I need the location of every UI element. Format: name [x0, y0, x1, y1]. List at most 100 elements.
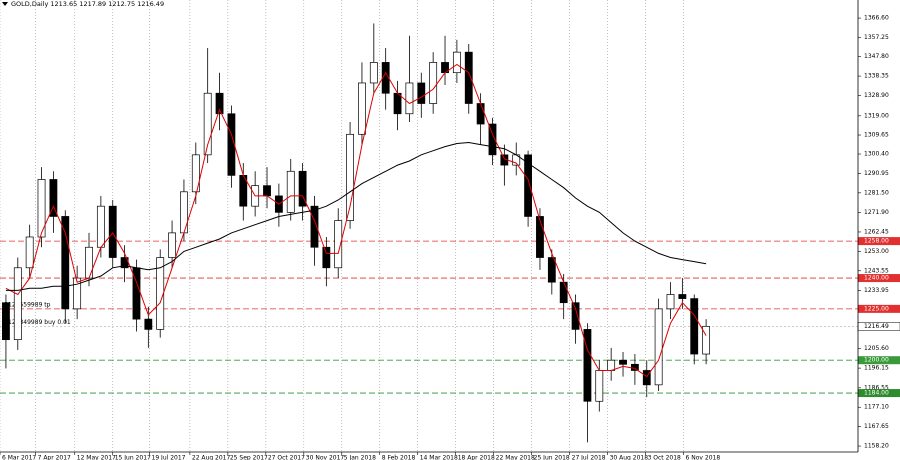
x-tick-label: 6 Nov 2018 — [686, 455, 721, 460]
moving-average — [5, 141, 707, 291]
x-tick-label: 8 Feb 2018 — [382, 455, 416, 460]
x-tick-label: 15 Jun 2017 — [115, 455, 151, 460]
y-tick-label: 1319.00 — [864, 112, 889, 119]
y-tick-label: 1158.20 — [864, 443, 889, 450]
y-tick-label: 1186.55 — [864, 384, 889, 391]
level-tag — [858, 274, 900, 283]
candle-body — [49, 179, 58, 217]
candle-body — [61, 216, 70, 310]
candle-body — [524, 154, 533, 217]
y-tick-label: 1281.50 — [864, 189, 889, 196]
y-tick-label: 1347.80 — [864, 53, 889, 60]
candle-body — [583, 329, 592, 402]
candle-body — [263, 185, 271, 197]
y-tick-label: 1300.40 — [864, 151, 889, 158]
candle-body — [85, 246, 93, 279]
candle-body — [476, 103, 485, 125]
candle-body — [334, 220, 343, 269]
candle-body — [654, 308, 663, 386]
candle-body — [310, 205, 319, 248]
candle-body — [393, 92, 402, 115]
x-tick-label: 18 Apr 2018 — [458, 455, 495, 460]
x-tick-label: 19 Jul 2017 — [152, 455, 186, 460]
chart-title: GOLD,Daily 1213.65 1217.89 1212.75 1216.… — [11, 0, 164, 8]
candle-body — [536, 216, 544, 258]
candle-body — [73, 277, 82, 310]
level-tag — [858, 389, 900, 398]
menu-icon[interactable] — [2, 2, 8, 6]
y-tick-label: 1253.00 — [864, 248, 889, 255]
candle-body — [464, 51, 473, 104]
candle-body — [488, 123, 497, 156]
y-tick-label: 1167.65 — [864, 423, 889, 430]
x-tick-label: 14 Mar 2018 — [420, 455, 458, 460]
y-tick-label: 1196.15 — [864, 365, 889, 372]
candle-body — [322, 246, 331, 269]
order-label: #122349989 buy 0.01 — [3, 319, 71, 326]
candle-body — [37, 179, 46, 238]
y-tick-label: 1233.95 — [864, 287, 889, 294]
candle-body — [2, 302, 10, 341]
candle-body — [702, 325, 711, 355]
level-label: 1258.00 — [864, 238, 889, 245]
x-tick-label: 25 Jun 2018 — [534, 455, 570, 460]
candle-body — [607, 359, 616, 371]
candle-body — [678, 294, 687, 299]
level-label: 1184.00 — [864, 390, 889, 397]
level-label: 1225.00 — [864, 305, 889, 312]
x-tick-label: 5 Jan 2018 — [344, 455, 376, 460]
candle-body — [559, 281, 568, 304]
x-tick-label: 27 Jul 2018 — [572, 455, 606, 460]
candle-body — [642, 370, 651, 386]
candle-body — [595, 370, 604, 402]
candle-body — [666, 294, 675, 310]
candle-body — [191, 154, 200, 193]
candle-body — [405, 82, 414, 115]
x-tick-label: 25 Sep 2017 — [230, 455, 268, 460]
level-label: 1200.00 — [864, 357, 889, 364]
candle-body — [13, 267, 22, 341]
moving-average — [5, 63, 707, 378]
x-tick-label: 12 May 2017 — [77, 455, 116, 460]
x-tick-label: 3 Oct 2018 — [648, 455, 681, 460]
y-tick-label: 1205.60 — [864, 345, 889, 352]
x-tick-label: 27 Oct 2017 — [268, 455, 305, 460]
candle-body — [619, 359, 627, 365]
last-price-label: 1216.49 — [864, 323, 889, 330]
x-tick-label: 30 Aug 2018 — [610, 455, 649, 460]
candle-body — [358, 82, 366, 135]
x-tick-label: 6 Mar 2017 — [2, 455, 36, 460]
candle-body — [571, 302, 580, 330]
level-label: 1240.00 — [864, 275, 889, 282]
y-tick-label: 1328.90 — [864, 92, 889, 99]
level-tag — [858, 237, 900, 246]
y-tick-label: 1290.95 — [864, 170, 889, 177]
candle-body — [452, 51, 461, 74]
candle-body — [108, 205, 117, 258]
candle-body — [180, 191, 188, 234]
candle-body — [690, 298, 699, 355]
y-tick-label: 1357.25 — [864, 34, 889, 41]
candle-body — [417, 82, 426, 104]
x-tick-label: 7 Apr 2017 — [38, 455, 71, 460]
candle-body — [25, 236, 34, 269]
candle-body — [203, 92, 212, 156]
candle-body — [144, 318, 153, 330]
x-tick-label: 22 May 2018 — [496, 455, 535, 460]
candle-body — [215, 92, 224, 115]
y-tick-label: 1177.10 — [864, 404, 889, 411]
candle-body — [429, 62, 438, 104]
level-tag — [858, 304, 900, 313]
y-tick-label: 1262.45 — [864, 228, 889, 235]
candle-body — [96, 205, 105, 248]
order-label: #122559989 tp — [3, 301, 51, 308]
candle-body — [346, 133, 354, 221]
candle-body — [168, 232, 176, 258]
candle-body — [547, 257, 556, 283]
candle-body — [298, 170, 307, 207]
x-tick-label: 30 Nov 2017 — [306, 455, 345, 460]
candle-body — [286, 170, 295, 213]
level-tag — [858, 356, 900, 365]
y-tick-label: 1309.65 — [864, 132, 889, 139]
